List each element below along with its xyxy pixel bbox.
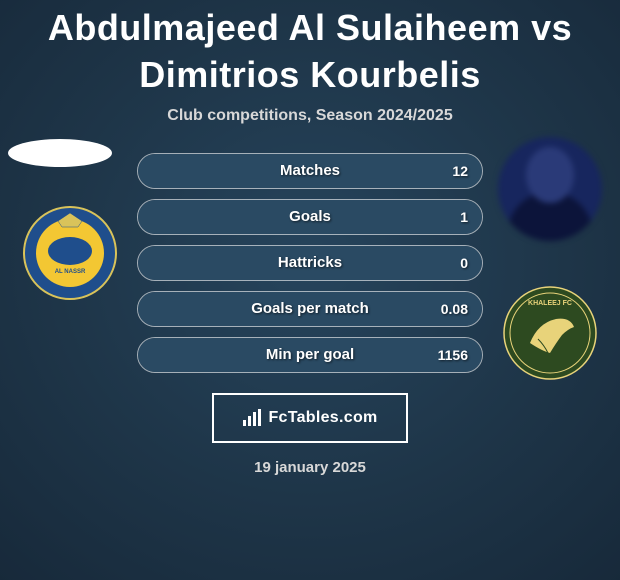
brand-badge: FcTables.com — [212, 393, 407, 443]
stat-bar-label: Matches — [280, 162, 340, 179]
brand-text: FcTables.com — [268, 409, 377, 427]
comparison-area: AL NASSR KHALEEJ FC Matches12Goals1Hat — [0, 153, 620, 383]
stat-bars: Matches 12 Goals 1 Hattricks 0 Goals per match… — [137, 153, 483, 373]
player-left-club-badge: AL NASSR — [18, 201, 122, 305]
club-right-text: KHALEEJ FC — [528, 300, 572, 307]
date-text: 19 january 2025 — [254, 459, 366, 476]
subtitle: Club competitions, Season 2024/2025 — [167, 107, 452, 125]
stat-bar-value: 0.08 — [441, 301, 468, 317]
player-left-avatar — [8, 139, 112, 167]
stat-bar: Goals per match 0.08 — [137, 291, 483, 327]
stat-bar-value: 0 — [460, 255, 468, 271]
page-title: Abdulmajeed Al Sulaiheem vs Dimitrios Ko… — [0, 0, 620, 99]
stat-bar: Hattricks 0 — [137, 245, 483, 281]
stat-bar-label: Hattricks — [278, 254, 342, 271]
stat-bar-label: Goals per match — [251, 300, 369, 317]
stat-bar-label: Min per goal — [266, 346, 354, 363]
stat-bar: Goals 1 — [137, 199, 483, 235]
stat-bar-label: Goals — [289, 208, 331, 225]
player-right-avatar — [498, 137, 602, 241]
club-left-text: AL NASSR — [55, 269, 86, 275]
stat-bar: Min per goal 1156 — [137, 337, 483, 373]
stat-bar-value: 1 — [460, 209, 468, 225]
stat-bar-value: 12 — [452, 163, 468, 179]
chart-icon — [242, 409, 262, 427]
stat-bar-value: 1156 — [438, 347, 468, 363]
player-right-club-badge: KHALEEJ FC — [498, 281, 602, 385]
stat-bar: Matches 12 — [137, 153, 483, 189]
